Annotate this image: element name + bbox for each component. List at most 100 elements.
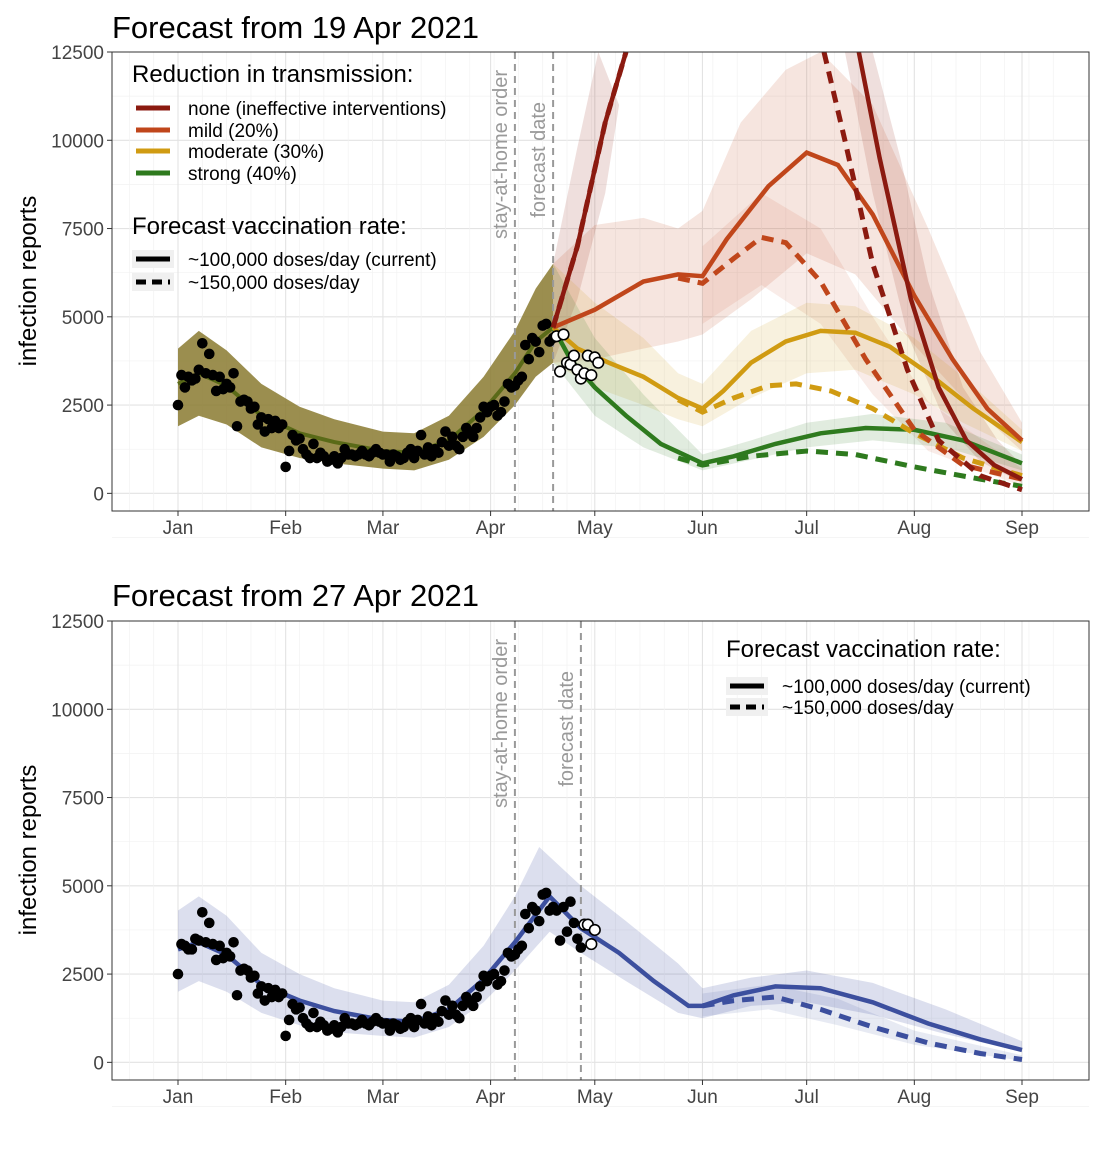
observed-point-after-forecast bbox=[588, 923, 601, 937]
x-tick-label: Jun bbox=[687, 1087, 718, 1108]
observed-point bbox=[197, 337, 208, 349]
observed-point bbox=[471, 991, 482, 1003]
y-tick-label: 5000 bbox=[62, 877, 104, 898]
top-y-axis-label: infection reports bbox=[15, 196, 42, 367]
observed-point bbox=[249, 970, 260, 982]
bottom-y-axis-ticks: 0 2500 5000 7500 10000 12500 bbox=[51, 612, 112, 1074]
observed-point-after-forecast bbox=[585, 368, 598, 382]
x-tick-label: Mar bbox=[367, 1087, 400, 1108]
bottom-forecast-date-label: forecast date bbox=[556, 671, 578, 787]
observed-point bbox=[231, 989, 243, 1001]
observed-point-after-forecast bbox=[557, 328, 570, 341]
top-vertical-lines: stay-at-home order forecast date bbox=[490, 52, 555, 511]
observed-point bbox=[172, 399, 184, 411]
series-line-dashed bbox=[677, 234, 1023, 482]
series-line-solid bbox=[551, 326, 1023, 466]
bottom-x-axis-ticks: Jan Feb Mar Apr May Jun Jul Aug Sep bbox=[163, 1080, 1039, 1108]
observed-point-after-forecast bbox=[567, 349, 581, 362]
bottom-y-axis-label: infection reports bbox=[15, 765, 42, 936]
observed-point bbox=[276, 988, 288, 999]
top-x-axis-ticks: Jan Feb Mar Apr May Jun Jul Aug Sep bbox=[163, 511, 1039, 539]
observed-point bbox=[447, 1000, 458, 1012]
x-tick-label: Sep bbox=[1005, 1087, 1039, 1108]
bottom-forecast-lines bbox=[177, 892, 1023, 1062]
bottom-stay-at-home-label: stay-at-home order bbox=[490, 639, 512, 808]
observed-point bbox=[231, 420, 243, 432]
series-band bbox=[553, 52, 1022, 451]
observed-point bbox=[454, 1012, 465, 1024]
observed-point bbox=[488, 968, 500, 980]
bottom-legend: Forecast vaccination rate: ~100,000 dose… bbox=[726, 636, 1031, 719]
x-tick-label: Jul bbox=[795, 518, 819, 539]
observed-point bbox=[568, 917, 580, 929]
observed-point bbox=[224, 951, 236, 962]
bottom-legend-vaccination-title: Forecast vaccination rate: bbox=[726, 636, 1001, 663]
x-tick-label: Feb bbox=[269, 1087, 302, 1108]
observed-point-after-forecast bbox=[592, 356, 605, 369]
top-observed-points bbox=[172, 318, 605, 473]
observed-point bbox=[561, 926, 573, 938]
bottom-legend-label-solid: ~100,000 doses/day (current) bbox=[782, 677, 1031, 698]
observed-point bbox=[280, 1030, 291, 1042]
x-tick-label: Jan bbox=[163, 1087, 194, 1108]
observed-point bbox=[447, 431, 458, 443]
observed-point bbox=[203, 348, 215, 360]
observed-point bbox=[533, 346, 545, 358]
y-tick-label: 0 bbox=[93, 1053, 104, 1074]
series-line-solid bbox=[551, 325, 1024, 444]
observed-point bbox=[540, 318, 552, 330]
bottom-panel: Forecast from 27 Apr 2021 infection repo… bbox=[15, 578, 1090, 1108]
series-line-dashed bbox=[702, 994, 1023, 1062]
legend-label-strong: strong (40%) bbox=[188, 164, 297, 185]
observed-point bbox=[228, 368, 239, 379]
y-tick-label: 12500 bbox=[51, 612, 104, 633]
observed-point bbox=[488, 399, 500, 411]
x-tick-label: Feb bbox=[269, 518, 302, 539]
observed-point bbox=[186, 944, 198, 955]
observed-point bbox=[523, 353, 535, 365]
series-line-solid bbox=[177, 892, 1023, 1053]
top-legend: Reduction in transmission: none (ineffec… bbox=[132, 61, 446, 294]
observed-point bbox=[520, 908, 531, 920]
x-tick-label: Mar bbox=[367, 518, 400, 539]
series-band bbox=[178, 847, 1022, 1052]
observed-point bbox=[308, 1007, 319, 1019]
y-tick-label: 0 bbox=[93, 484, 104, 505]
top-stay-at-home-label: stay-at-home order bbox=[490, 70, 512, 239]
observed-point bbox=[467, 1000, 479, 1012]
y-tick-label: 12500 bbox=[51, 43, 104, 64]
observed-point bbox=[283, 445, 295, 457]
x-tick-label: Apr bbox=[476, 1087, 506, 1108]
legend-label-none: none (ineffective interventions) bbox=[188, 99, 446, 120]
series-band bbox=[553, 263, 1022, 451]
x-tick-label: Apr bbox=[476, 518, 506, 539]
bottom-chart-title: Forecast from 27 Apr 2021 bbox=[112, 578, 479, 613]
observed-point bbox=[520, 339, 531, 351]
legend-label-solid: ~100,000 doses/day (current) bbox=[188, 250, 437, 271]
x-tick-label: Sep bbox=[1005, 518, 1039, 539]
y-tick-label: 7500 bbox=[62, 789, 104, 810]
bottom-plot-border bbox=[111, 620, 1090, 1081]
series-band bbox=[553, 263, 1022, 471]
legend-label-mild: mild (20%) bbox=[188, 121, 279, 142]
series-band bbox=[844, 52, 1022, 483]
bottom-legend-label-dashed: ~150,000 doses/day bbox=[782, 698, 954, 719]
observed-point bbox=[530, 336, 542, 347]
observed-point bbox=[554, 935, 566, 946]
bottom-plot-area bbox=[112, 621, 1089, 1080]
bottom-vertical-lines: stay-at-home order forecast date bbox=[490, 621, 582, 1080]
y-tick-label: 2500 bbox=[62, 965, 104, 986]
x-tick-label: Aug bbox=[897, 518, 931, 539]
observed-point bbox=[575, 942, 587, 953]
y-tick-label: 2500 bbox=[62, 396, 104, 417]
observed-point bbox=[565, 896, 576, 907]
observed-point bbox=[572, 933, 583, 945]
x-tick-label: Jun bbox=[687, 518, 718, 539]
observed-point bbox=[224, 382, 236, 393]
observed-point bbox=[172, 968, 184, 980]
x-tick-label: Jul bbox=[795, 1087, 819, 1108]
x-tick-label: Aug bbox=[897, 1087, 931, 1108]
observed-point bbox=[454, 443, 465, 455]
observed-point bbox=[214, 940, 225, 952]
